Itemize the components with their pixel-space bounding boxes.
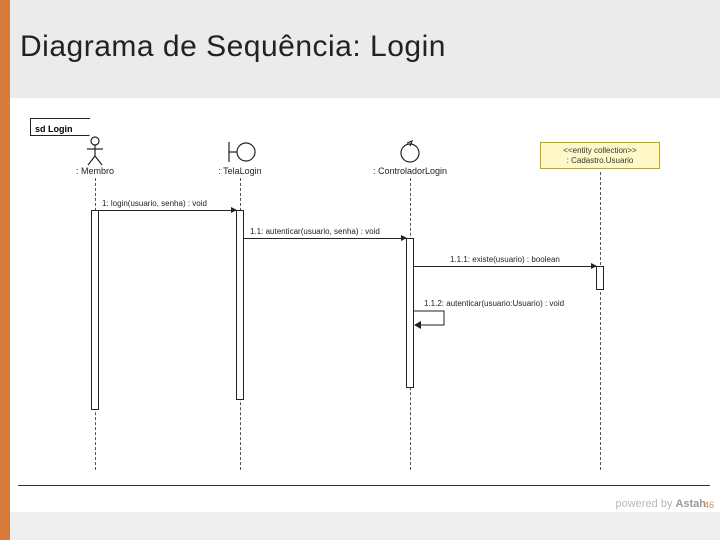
msg-112-label: 1.1.2: autenticar(usuario:Usuario) : voi…	[424, 299, 564, 308]
footer-bar	[10, 512, 720, 540]
control-icon	[398, 140, 422, 169]
sd-frame-label: sd Login	[31, 122, 77, 136]
activation-actor	[91, 210, 99, 410]
sd-frame: sd Login	[30, 118, 90, 136]
msg-11-label: 1.1: autenticar(usuario, senha) : void	[250, 227, 380, 236]
control-label: : ControladorLogin	[373, 166, 447, 176]
page-title: Diagrama de Sequência: Login	[20, 30, 446, 64]
actor-icon	[85, 136, 105, 166]
msg-1-arrow	[99, 210, 236, 211]
msg-111-label: 1.1.1: existe(usuario) : boolean	[450, 255, 560, 264]
bottom-divider	[18, 485, 710, 486]
boundary-icon	[227, 140, 257, 169]
msg-111-arrow	[414, 266, 596, 267]
entity-stereotype: <<entity collection>>	[547, 146, 653, 156]
msg-112-arrow	[414, 310, 454, 335]
lifeline-entity	[600, 172, 601, 470]
entity-label: : Cadastro.Usuario	[547, 156, 653, 166]
powered-brand: Astah	[675, 498, 706, 510]
page-number: 46	[704, 500, 714, 510]
activation-entity	[596, 266, 604, 290]
actor-label: : Membro	[76, 166, 114, 176]
sequence-diagram: sd Login : Membro : TelaLogin	[10, 110, 720, 480]
left-accent-bar	[0, 0, 10, 540]
boundary-label: : TelaLogin	[218, 166, 261, 176]
activation-boundary	[236, 210, 244, 400]
msg-1-label: 1: login(usuario, senha) : void	[102, 199, 207, 208]
activation-control	[406, 238, 414, 388]
msg-11-arrow	[244, 238, 406, 239]
powered-by: powered by Astah	[616, 498, 707, 510]
entity-box: <<entity collection>> : Cadastro.Usuario	[540, 142, 660, 169]
powered-text: powered by	[616, 498, 676, 510]
